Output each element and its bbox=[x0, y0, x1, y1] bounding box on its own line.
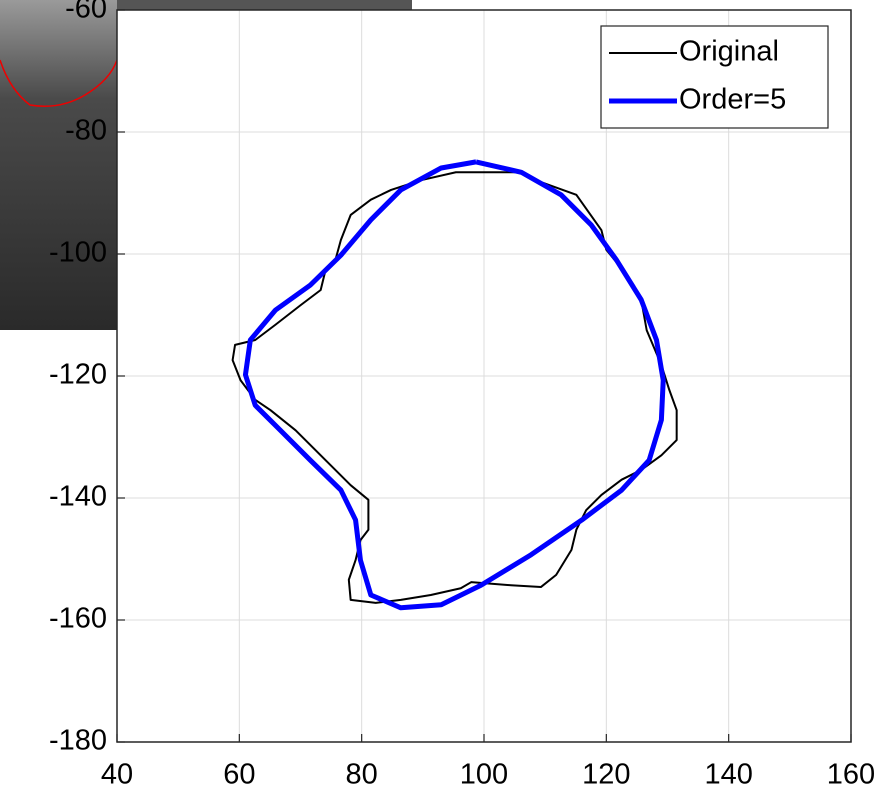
legend-label: Order=5 bbox=[679, 84, 786, 116]
y-tick-label: -160 bbox=[49, 603, 107, 635]
x-tick-label: 140 bbox=[704, 759, 752, 791]
x-tick-label: 120 bbox=[582, 759, 630, 791]
y-tick-label: -80 bbox=[65, 115, 107, 147]
background-image bbox=[0, 0, 412, 330]
x-tick-label: 60 bbox=[223, 759, 255, 791]
y-tick-label: -140 bbox=[49, 481, 107, 513]
y-tick-label: -180 bbox=[49, 725, 107, 757]
x-tick-label: 100 bbox=[460, 759, 508, 791]
legend-label: Original bbox=[679, 36, 779, 68]
series-line bbox=[242, 159, 666, 611]
x-tick-label: 40 bbox=[101, 759, 133, 791]
series-line bbox=[231, 171, 678, 604]
y-tick-label: -100 bbox=[49, 237, 107, 269]
x-tick-label: 160 bbox=[827, 759, 875, 791]
legend: Original Order=5 bbox=[600, 25, 829, 129]
y-tick-label: -60 bbox=[65, 0, 107, 25]
y-tick-label: -120 bbox=[49, 359, 107, 391]
x-tick-label: 80 bbox=[346, 759, 378, 791]
legend-box bbox=[600, 25, 829, 129]
